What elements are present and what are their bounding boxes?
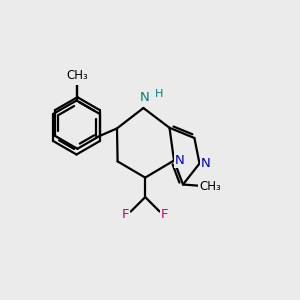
Text: N: N xyxy=(201,157,211,170)
Text: N: N xyxy=(140,91,149,104)
Text: F: F xyxy=(122,208,129,221)
Text: H: H xyxy=(155,89,163,99)
Text: CH₃: CH₃ xyxy=(66,71,87,84)
Text: CH₃: CH₃ xyxy=(199,179,221,193)
Text: N: N xyxy=(175,154,185,167)
Text: F: F xyxy=(161,208,169,221)
Text: CH₃: CH₃ xyxy=(67,69,88,82)
